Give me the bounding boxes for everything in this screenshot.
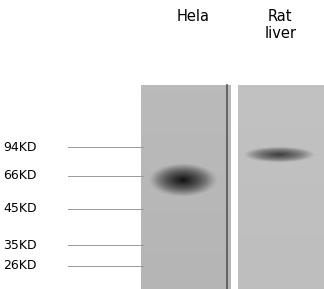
Text: Hela: Hela [176,9,209,24]
Ellipse shape [271,153,288,156]
Ellipse shape [259,150,300,159]
Ellipse shape [166,172,200,188]
Ellipse shape [160,169,206,191]
Ellipse shape [261,151,297,159]
Ellipse shape [273,153,286,156]
Ellipse shape [171,174,195,186]
Ellipse shape [251,148,308,161]
Ellipse shape [175,176,191,184]
Ellipse shape [252,149,307,161]
Ellipse shape [161,169,205,191]
Ellipse shape [157,167,209,193]
Ellipse shape [244,147,315,162]
Ellipse shape [268,152,290,157]
Ellipse shape [262,151,296,158]
Text: 45KD: 45KD [3,202,37,215]
Ellipse shape [174,175,192,185]
Ellipse shape [162,170,204,190]
Ellipse shape [167,172,199,188]
Ellipse shape [180,179,186,181]
Ellipse shape [260,150,299,159]
Ellipse shape [164,171,202,190]
Ellipse shape [155,166,212,194]
Ellipse shape [158,168,208,192]
Ellipse shape [169,173,197,187]
Ellipse shape [172,175,194,185]
Ellipse shape [156,167,210,193]
Ellipse shape [246,147,313,162]
Ellipse shape [159,168,207,192]
Ellipse shape [276,154,282,155]
Ellipse shape [149,163,217,197]
Ellipse shape [168,173,198,187]
Ellipse shape [177,177,189,183]
Ellipse shape [150,164,216,196]
Ellipse shape [176,177,190,184]
Ellipse shape [274,153,284,156]
Ellipse shape [248,148,310,162]
Ellipse shape [267,152,292,157]
Ellipse shape [258,150,301,159]
Text: 35KD: 35KD [3,239,37,252]
Ellipse shape [178,177,188,182]
Ellipse shape [179,178,187,182]
Ellipse shape [170,174,196,186]
Text: 26KD: 26KD [3,259,37,272]
Ellipse shape [275,154,284,155]
Ellipse shape [266,151,293,158]
Ellipse shape [181,179,185,181]
Ellipse shape [269,152,289,157]
Ellipse shape [272,153,287,156]
Ellipse shape [265,151,294,158]
Ellipse shape [165,171,202,189]
Ellipse shape [154,166,213,194]
Ellipse shape [245,147,314,162]
Ellipse shape [277,154,281,155]
Ellipse shape [151,164,215,196]
Ellipse shape [247,147,311,162]
Ellipse shape [255,149,303,160]
Ellipse shape [263,151,295,158]
Text: Rat
liver: Rat liver [264,9,296,41]
Ellipse shape [249,148,309,161]
Text: 66KD: 66KD [3,169,37,182]
Ellipse shape [152,165,214,195]
Ellipse shape [257,149,302,160]
Text: 94KD: 94KD [3,141,37,154]
Ellipse shape [254,149,305,160]
Ellipse shape [253,149,306,160]
